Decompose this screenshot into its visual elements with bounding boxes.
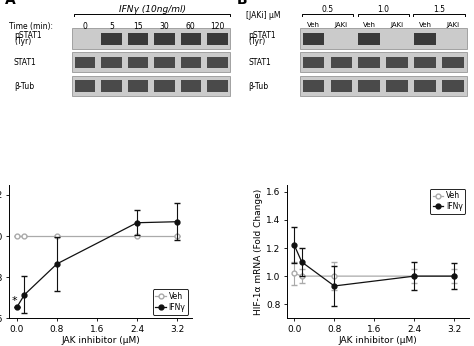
Bar — [300, 53, 467, 72]
Bar — [101, 57, 122, 68]
Text: pSTAT1: pSTAT1 — [248, 31, 276, 40]
Bar — [414, 80, 436, 92]
Bar — [75, 80, 95, 92]
Bar — [414, 33, 436, 45]
Text: β-Tub: β-Tub — [14, 82, 34, 91]
Bar — [101, 80, 122, 92]
Legend: Veh, IFNγ: Veh, IFNγ — [153, 289, 188, 315]
Bar — [128, 57, 148, 68]
Text: 1.0: 1.0 — [377, 4, 389, 13]
Bar — [303, 57, 325, 68]
Bar — [75, 57, 95, 68]
Text: JAKi: JAKi — [335, 22, 348, 28]
Text: 0.5: 0.5 — [321, 4, 334, 13]
Text: 30: 30 — [160, 22, 169, 31]
Text: IFNγ (10ng/ml): IFNγ (10ng/ml) — [119, 4, 186, 13]
Bar — [358, 33, 380, 45]
Bar — [207, 33, 228, 45]
Bar — [414, 57, 436, 68]
Bar — [303, 80, 325, 92]
Bar — [154, 33, 175, 45]
Text: JAKi: JAKi — [391, 22, 404, 28]
Text: STAT1: STAT1 — [14, 58, 36, 67]
Bar — [386, 57, 408, 68]
Bar — [330, 80, 352, 92]
Bar — [358, 57, 380, 68]
Legend: Veh, IFNγ: Veh, IFNγ — [430, 189, 465, 214]
Text: 5: 5 — [109, 22, 114, 31]
Text: Veh: Veh — [419, 22, 432, 28]
Text: A: A — [5, 0, 16, 7]
Text: 60: 60 — [186, 22, 196, 31]
Text: pSTAT1: pSTAT1 — [14, 31, 42, 40]
Text: 0: 0 — [83, 22, 88, 31]
Text: Time (min):: Time (min): — [9, 22, 54, 31]
Bar — [207, 80, 228, 92]
Bar — [128, 80, 148, 92]
Text: (Tyr): (Tyr) — [14, 37, 31, 46]
Bar — [154, 80, 175, 92]
Bar — [300, 28, 467, 49]
Bar — [207, 57, 228, 68]
Text: 15: 15 — [133, 22, 143, 31]
Text: *: * — [12, 296, 17, 306]
Bar — [72, 76, 230, 96]
Text: 1.5: 1.5 — [433, 4, 445, 13]
Bar — [300, 76, 467, 96]
Bar — [72, 53, 230, 72]
Bar — [181, 80, 201, 92]
Bar — [154, 57, 175, 68]
Bar — [181, 33, 201, 45]
Text: β-Tub: β-Tub — [248, 82, 268, 91]
Text: Veh: Veh — [363, 22, 376, 28]
Text: (Tyr): (Tyr) — [248, 37, 265, 46]
Bar — [303, 33, 325, 45]
Bar — [442, 80, 464, 92]
Text: B: B — [237, 0, 248, 7]
Bar — [386, 80, 408, 92]
Bar — [72, 28, 230, 49]
X-axis label: JAK inhibitor (μM): JAK inhibitor (μM) — [61, 336, 140, 345]
Bar — [358, 80, 380, 92]
Y-axis label: HIF-1α mRNA (Fold Change): HIF-1α mRNA (Fold Change) — [255, 188, 264, 315]
Bar — [101, 33, 122, 45]
Text: Veh: Veh — [307, 22, 320, 28]
Bar — [330, 57, 352, 68]
Text: 120: 120 — [210, 22, 224, 31]
X-axis label: JAK inhibitor (μM): JAK inhibitor (μM) — [338, 336, 418, 345]
Text: STAT1: STAT1 — [248, 58, 271, 67]
Bar — [442, 57, 464, 68]
Text: JAKi: JAKi — [447, 22, 460, 28]
Bar — [181, 57, 201, 68]
Text: [JAKi] μM: [JAKi] μM — [246, 11, 281, 20]
Bar — [128, 33, 148, 45]
